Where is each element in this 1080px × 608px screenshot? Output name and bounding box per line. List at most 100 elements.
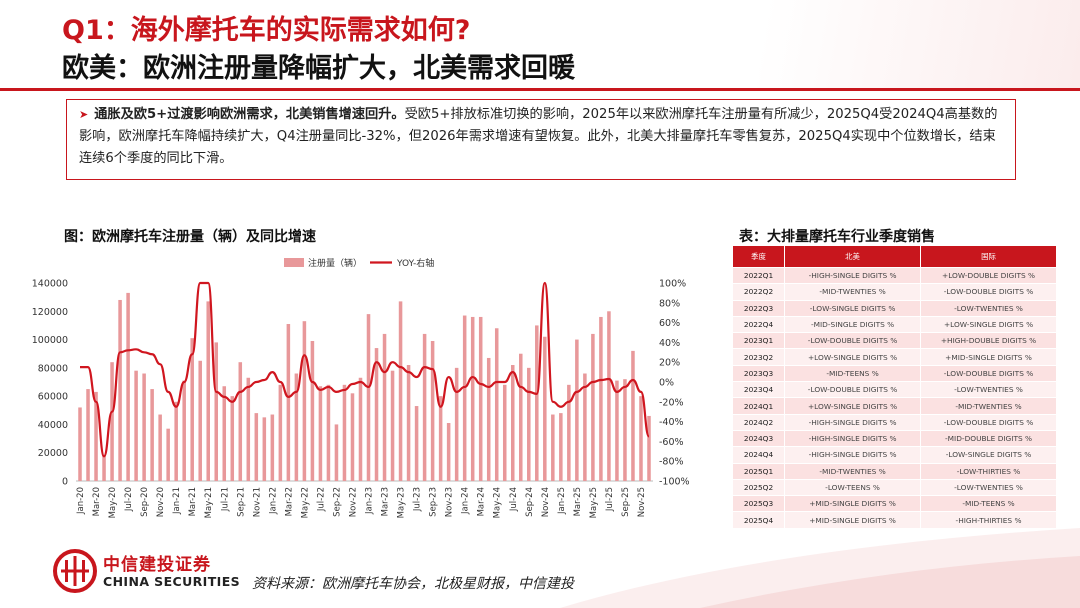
cell-quarter: 2022Q4 — [731, 315, 786, 334]
bar — [110, 362, 114, 481]
x-axis-tick-label: May-25 — [589, 487, 599, 518]
bar — [599, 316, 603, 481]
cell-north-america: -HIGH-SINGLE DIGITS % — [784, 266, 922, 285]
left-axis-tick-label: 60000 — [38, 392, 68, 403]
bar — [150, 389, 154, 481]
header-background — [0, 0, 1080, 90]
cell-north-america: +LOW-SINGLE DIGITS % — [784, 397, 922, 415]
bar — [94, 391, 98, 481]
cell-international: -HIGH-THIRTIES % — [920, 511, 1057, 529]
x-axis-tick-label: Sep-20 — [140, 487, 150, 517]
table-header-row: 季度 北美 国际 — [731, 245, 1057, 268]
header-international: 国际 — [920, 245, 1057, 268]
bar — [502, 384, 507, 481]
bar — [615, 380, 619, 481]
x-axis-tick-label: Jan-22 — [268, 487, 278, 515]
x-axis-tick-label: Jul-20 — [124, 487, 134, 512]
bar — [190, 338, 194, 481]
bar — [366, 314, 371, 481]
cell-international: +MID-SINGLE DIGITS % — [920, 348, 1057, 366]
bar — [494, 328, 499, 481]
x-axis-tick-label: Jul-22 — [316, 487, 326, 512]
bar — [454, 367, 459, 481]
left-axis-tick-label: 100000 — [32, 335, 68, 346]
summary-lead: 通胀及欧5+过渡影响欧洲需求，北美销售增速回升。 — [94, 107, 405, 122]
x-axis-tick-label: Mar-21 — [188, 487, 198, 516]
cell-international: -MID-TEENS % — [920, 495, 1057, 513]
cell-quarter: 2024Q2 — [731, 413, 786, 431]
bar — [270, 414, 275, 481]
bar — [102, 455, 106, 481]
right-axis-tick-label: -80% — [659, 457, 684, 468]
right-axis-tick-label: -100% — [659, 477, 690, 488]
bar — [647, 415, 651, 481]
table-row: 2025Q1 -MID-TWENTIES % -LOW-THIRTIES % — [731, 462, 1057, 480]
cell-quarter: 2024Q1 — [731, 397, 786, 415]
cell-north-america: -MID-TEENS % — [784, 364, 922, 383]
legend-bar-label: 注册量（辆） — [308, 257, 362, 269]
cell-north-america: -LOW-SINGLE DIGITS % — [784, 299, 922, 317]
table-row: 2025Q3 +MID-SINGLE DIGITS % -MID-TEENS % — [731, 495, 1057, 513]
cell-international: +LOW-SINGLE DIGITS % — [920, 315, 1057, 334]
right-axis-tick-label: 40% — [659, 338, 680, 349]
bar — [623, 379, 627, 481]
bar — [374, 348, 379, 481]
cell-quarter: 2022Q2 — [731, 283, 786, 301]
logo-text-en: CHINA SECURITIES — [103, 574, 241, 589]
cell-international: -LOW-DOUBLE DIGITS % — [920, 413, 1057, 431]
arrow-bullet-icon: ➤ — [79, 108, 89, 121]
bar — [559, 413, 563, 481]
table-row: 2022Q1 -HIGH-SINGLE DIGITS % +LOW-DOUBLE D… — [731, 266, 1057, 285]
x-axis-tick-label: Jan-21 — [172, 487, 182, 515]
bar — [535, 325, 539, 481]
bar — [198, 360, 202, 481]
slide-subtitle: 欧美：欧洲注册量降幅扩大，北美需求回暖 — [62, 53, 575, 84]
cell-quarter: 2025Q1 — [731, 462, 786, 480]
bar — [134, 370, 138, 481]
cell-quarter: 2022Q3 — [731, 299, 786, 317]
x-axis-tick-label: Nov-21 — [252, 487, 262, 517]
bar — [238, 362, 243, 481]
bar — [607, 311, 611, 481]
bar — [478, 316, 483, 481]
table-row: 2023Q2 +LOW-SINGLE DIGITS % +MID-SINGLE DI… — [731, 348, 1057, 366]
x-axis-tick-label: Jan-25 — [557, 487, 567, 515]
figure-caption: 图：欧洲摩托车注册量（辆）及同比增速 — [64, 229, 316, 245]
cell-international: -LOW-DOUBLE DIGITS % — [920, 283, 1057, 301]
cell-quarter: 2023Q4 — [731, 381, 786, 399]
cell-international: -LOW-TWENTIES % — [920, 381, 1057, 399]
x-axis-tick-label: Jan-23 — [365, 487, 375, 515]
table-row: 2024Q1 +LOW-SINGLE DIGITS % -MID-TWENTIES … — [731, 397, 1057, 415]
bar — [86, 389, 90, 481]
cell-north-america: -LOW-TEENS % — [784, 478, 922, 497]
x-axis-tick-label: Sep-23 — [429, 487, 439, 517]
table-row: 2023Q4 -LOW-DOUBLE DIGITS % -LOW-TWENTIES … — [731, 381, 1057, 399]
right-axis-tick-label: 0% — [659, 378, 674, 389]
bar — [230, 396, 235, 481]
cell-north-america: +MID-SINGLE DIGITS % — [784, 495, 922, 513]
cell-quarter: 2025Q4 — [731, 511, 786, 529]
x-axis-tick-label: Jul-21 — [220, 487, 230, 512]
x-axis-tick-label: Mar-24 — [477, 487, 487, 516]
left-axis-tick-label: 0 — [62, 477, 68, 488]
cell-north-america: -MID-TWENTIES % — [784, 283, 922, 301]
bar — [519, 353, 523, 481]
table-row: 2024Q4 -HIGH-SINGLE DIGITS % -LOW-SINGLE D… — [731, 446, 1057, 464]
cell-north-america: +LOW-SINGLE DIGITS % — [784, 348, 922, 366]
bar — [486, 357, 491, 481]
cell-international: -LOW-DOUBLE DIGITS % — [920, 364, 1057, 383]
table-row: 2025Q4 +MID-SINGLE DIGITS % -HIGH-THIRTIES… — [731, 511, 1057, 529]
x-axis-tick-label: May-22 — [300, 487, 310, 518]
bar — [414, 406, 419, 481]
legend-line-label: YOY-右轴 — [396, 257, 434, 269]
bar — [382, 333, 387, 481]
bar — [278, 384, 283, 481]
bar — [126, 292, 130, 481]
bar — [575, 339, 579, 481]
summary-box: ➤ 通胀及欧5+过渡影响欧洲需求，北美销售增速回升。受欧5+排放标准切换的影响，2… — [66, 99, 1016, 180]
bar — [406, 365, 411, 481]
cell-north-america: -HIGH-SINGLE DIGITS % — [784, 413, 922, 431]
cell-international: -MID-DOUBLE DIGITS % — [920, 429, 1057, 448]
table-row: 2024Q3 -HIGH-SINGLE DIGITS % -MID-DOUBLE D… — [731, 429, 1057, 448]
bar — [358, 377, 363, 481]
